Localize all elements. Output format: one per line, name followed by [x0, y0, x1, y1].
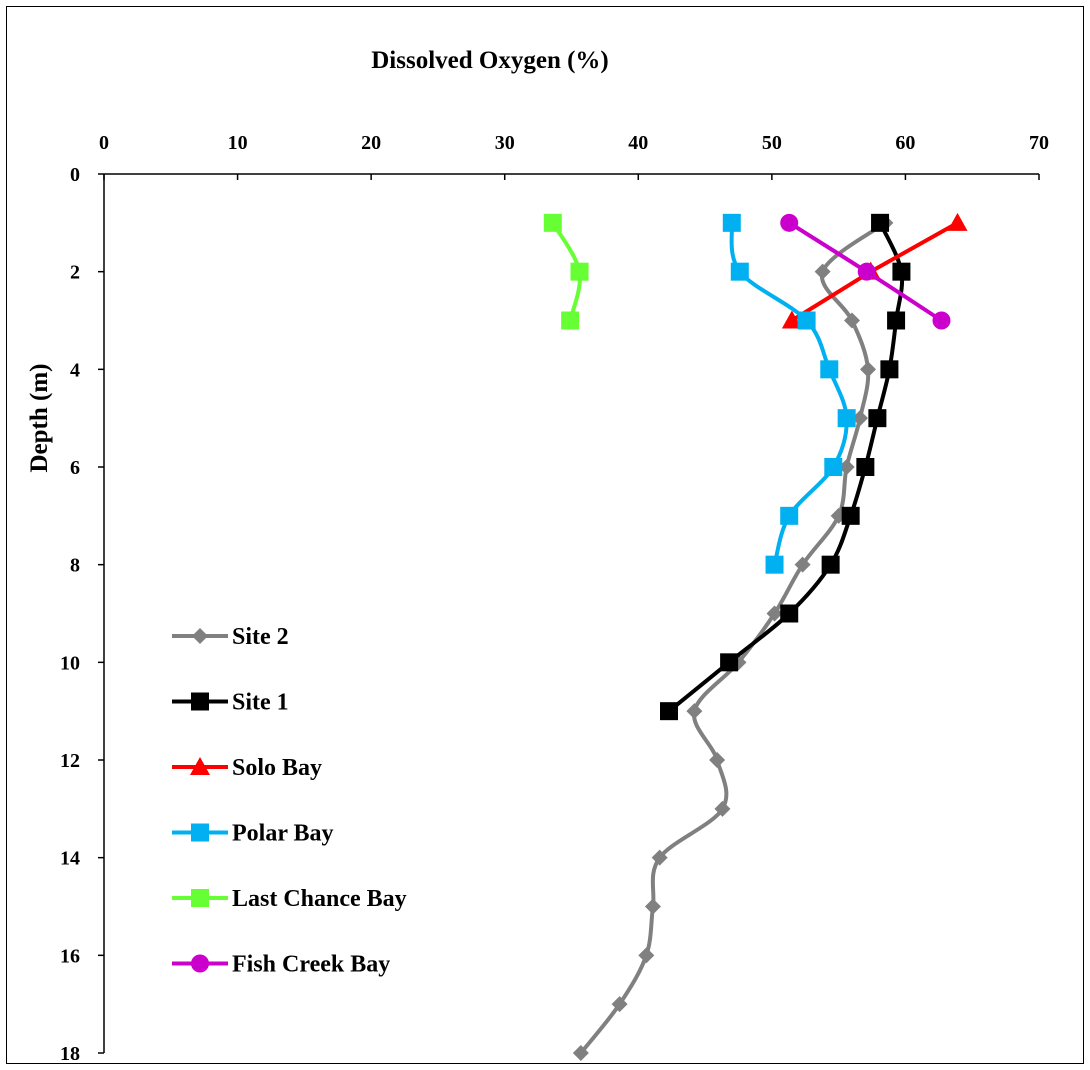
- data-point-polar-bay: [820, 360, 839, 379]
- data-point-polar-bay: [722, 213, 741, 232]
- x-tick-label: 50: [762, 132, 782, 154]
- data-point-site-2: [766, 605, 783, 622]
- series-polar-bay: [722, 213, 856, 574]
- x-tick-label: 30: [495, 132, 515, 154]
- data-point-fish-creek-bay: [857, 262, 876, 281]
- data-point-site-2: [838, 459, 855, 475]
- legend-item-polar-bay: Polar Bay: [172, 821, 334, 847]
- y-tick-label: 4: [70, 359, 80, 381]
- data-point-site-2: [852, 410, 869, 427]
- series-line-site-2: [579, 221, 887, 1055]
- legend-item-fish-creek-bay: Fish Creek Bay: [172, 952, 390, 978]
- data-point-site-1: [856, 458, 875, 476]
- legend-swatch-marker: [190, 757, 210, 775]
- data-point-polar-bay: [765, 555, 784, 574]
- data-point-site-2: [611, 996, 628, 1013]
- y-axis-label: Depth (m): [26, 363, 53, 472]
- axes: 0 10 20 30 40 50 60 70 0 2 4 6 8 10 12 14 16 18: [60, 132, 1049, 1065]
- data-point-last-chance-bay: [570, 262, 589, 281]
- legend-swatch-marker: [191, 692, 209, 711]
- legend-swatch-marker: [192, 628, 208, 644]
- data-point-site-1: [720, 653, 739, 672]
- legend-item-solo-bay: Solo Bay: [172, 755, 322, 781]
- data-point-polar-bay: [797, 311, 816, 330]
- legend-label: Polar Bay: [232, 821, 334, 847]
- data-point-solo-bay: [781, 310, 802, 329]
- data-point-site-2: [709, 752, 726, 768]
- legend-swatch-marker: [191, 954, 209, 973]
- data-point-polar-bay: [837, 409, 856, 428]
- data-point-site-1: [871, 213, 890, 232]
- y-tick-label: 8: [70, 555, 80, 577]
- legend-label: Solo Bay: [232, 755, 322, 781]
- y-tick-label: 16: [60, 945, 80, 967]
- data-point-site-1: [887, 311, 906, 330]
- data-point-site-2: [572, 1045, 589, 1061]
- x-tick-label: 0: [99, 132, 109, 154]
- series-site-1: [660, 213, 911, 721]
- x-tick-label: 60: [895, 132, 915, 154]
- legend-item-site-2: Site 2: [172, 624, 289, 650]
- series-last-chance-bay: [543, 213, 589, 330]
- y-tick-label: 18: [60, 1043, 80, 1065]
- data-point-site-2: [638, 947, 655, 964]
- y-tick-label: 6: [70, 457, 80, 479]
- series-site-2: [572, 214, 894, 1061]
- data-point-site-2: [844, 312, 860, 329]
- series-fish-creek-bay: [780, 213, 951, 330]
- legend-label: Site 2: [232, 624, 289, 650]
- legend-item-last-chance-bay: Last Chance Bay: [172, 886, 407, 912]
- legend-label: Fish Creek Bay: [232, 952, 390, 978]
- y-tick-label: 0: [70, 164, 80, 186]
- legend: Site 2 Site 1 Solo Bay Polar Bay Last Chance…: [172, 624, 407, 978]
- data-point-site-2: [860, 361, 877, 378]
- data-point-site-1: [780, 604, 799, 623]
- data-point-polar-bay: [730, 262, 749, 281]
- x-tick-label: 20: [361, 132, 381, 154]
- data-point-fish-creek-bay: [780, 213, 799, 232]
- legend-swatch-marker: [191, 823, 209, 842]
- x-tick-label: 40: [628, 132, 648, 154]
- legend-swatch-marker: [191, 889, 209, 907]
- data-point-site-1: [660, 702, 679, 721]
- data-point-site-2: [686, 703, 703, 720]
- data-point-fish-creek-bay: [932, 311, 951, 330]
- legend-label: Site 1: [232, 690, 289, 716]
- data-point-site-1: [821, 555, 840, 574]
- y-tick-label: 12: [60, 750, 80, 772]
- x-tick-label: 10: [228, 132, 248, 154]
- data-point-last-chance-bay: [543, 213, 562, 232]
- data-point-site-2: [651, 849, 668, 866]
- data-point-site-1: [892, 262, 911, 281]
- y-tick-label: 14: [60, 848, 80, 870]
- data-point-polar-bay: [780, 506, 799, 525]
- data-point-solo-bay: [947, 212, 968, 231]
- legend-item-site-1: Site 1: [172, 690, 289, 716]
- y-tick-label: 10: [60, 652, 80, 674]
- data-point-site-1: [868, 409, 887, 428]
- series-layer: [543, 212, 968, 1061]
- data-point-site-1: [880, 360, 899, 379]
- data-point-site-2: [644, 898, 661, 915]
- y-tick-label: 2: [70, 262, 80, 284]
- data-point-site-2: [714, 800, 731, 817]
- data-point-site-2: [814, 263, 831, 280]
- x-tick-label: 70: [1029, 132, 1049, 154]
- data-point-last-chance-bay: [561, 311, 580, 330]
- data-point-polar-bay: [824, 458, 843, 476]
- chart-title: Dissolved Oxygen (%): [371, 47, 609, 74]
- data-point-site-1: [841, 506, 860, 525]
- legend-label: Last Chance Bay: [232, 886, 407, 912]
- chart-frame: [6, 6, 1084, 1064]
- data-point-site-2: [794, 556, 811, 573]
